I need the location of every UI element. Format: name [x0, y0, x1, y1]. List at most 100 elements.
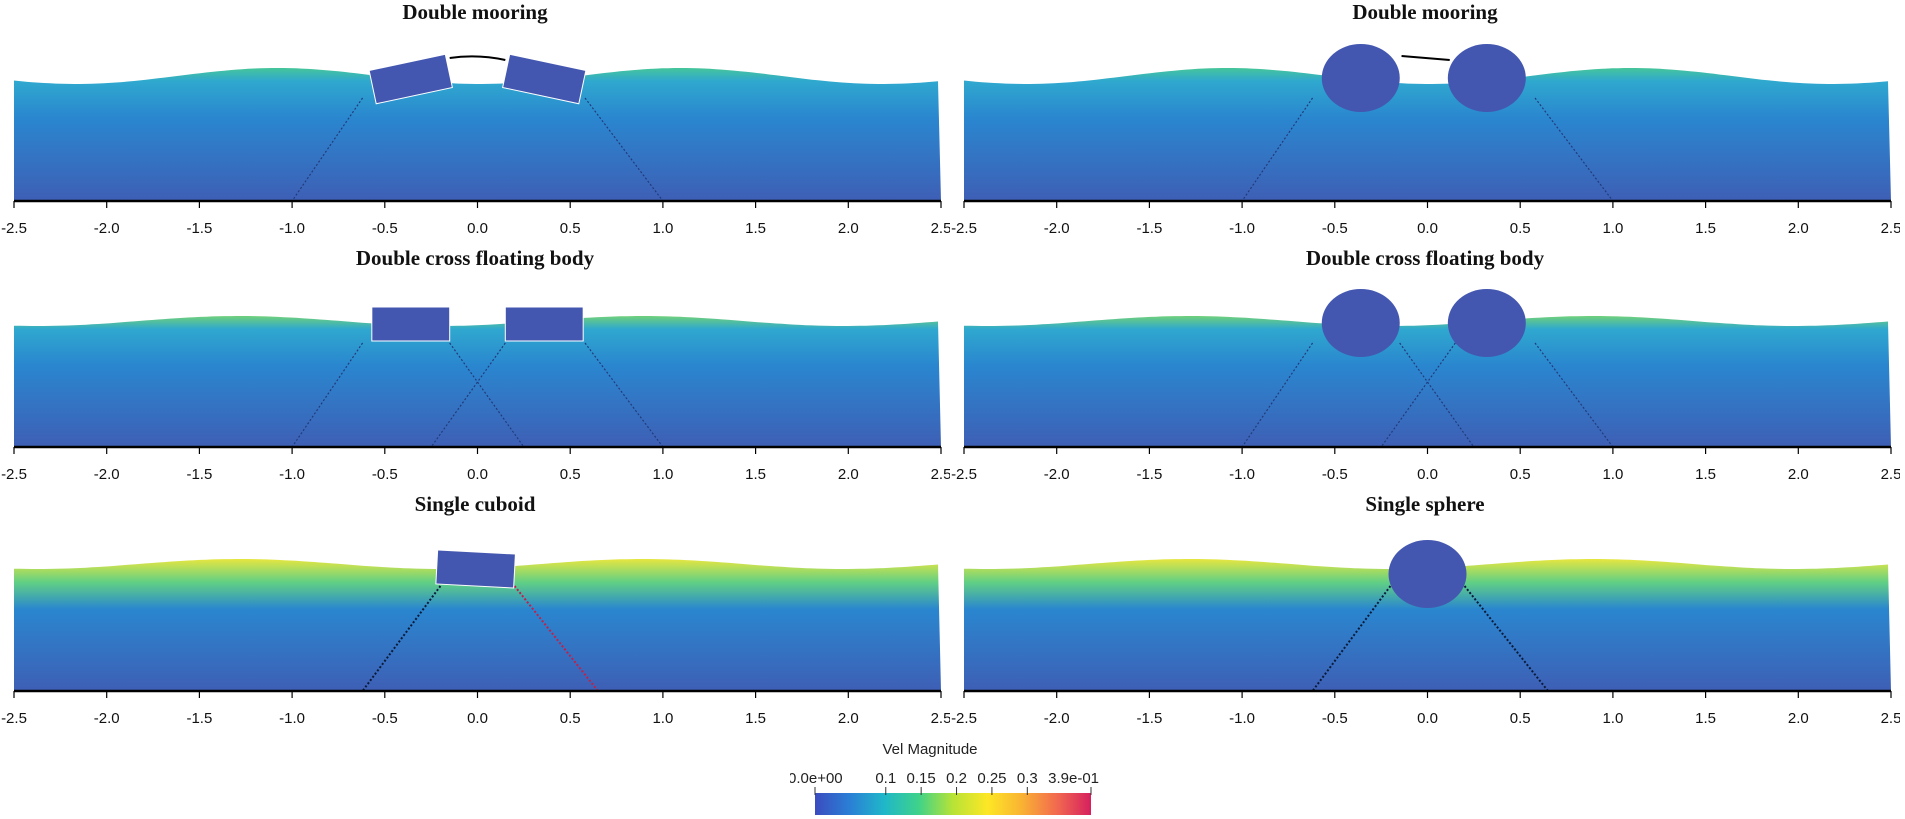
x-tick-label: 1.5 [745, 220, 766, 237]
x-tick-label: -1.5 [1136, 466, 1162, 483]
x-tick-label: -2.0 [1044, 710, 1070, 727]
x-tick-label: -1.0 [279, 466, 305, 483]
mooring-line [584, 342, 664, 448]
panel-title: Double cross floating body [355, 246, 595, 270]
colorbar-tick-label: 0.0e+00 [790, 770, 843, 787]
mooring-line [1399, 342, 1475, 448]
x-tick-label: -1.5 [186, 220, 212, 237]
mooring-line [1311, 585, 1392, 692]
x-tick-label: -1.0 [279, 710, 305, 727]
colorbar-graphic: 0.0e+00 0.1 0.15 0.2 0.25 0.3 3.9e-01 [790, 770, 1099, 815]
x-tick-label: 1.0 [652, 466, 673, 483]
x-tick-label: 1.0 [652, 710, 673, 727]
colorbar-tick-label: 0.1 [875, 770, 896, 787]
water-region [14, 316, 941, 447]
colorbar-tick-label: 3.9e-01 [1048, 770, 1099, 787]
colorbar: Vel Magnitude 0.0e+00 0.1 0.15 0.2 0.25 0.3 3.… [790, 741, 1100, 819]
x-tick-label: -2.5 [951, 220, 977, 237]
x-tick-label: 0.5 [560, 710, 581, 727]
connector-line [1401, 55, 1450, 61]
x-tick-label: -0.5 [372, 466, 398, 483]
panel-title: Double mooring [1352, 0, 1498, 24]
x-tick-label: -1.5 [1136, 710, 1162, 727]
x-tick-label: 0.0 [1417, 220, 1438, 237]
water-region [14, 559, 941, 691]
x-tick-label: 0.0 [467, 220, 488, 237]
mooring-line [449, 342, 525, 448]
x-tick-label: 0.0 [467, 710, 488, 727]
x-tick-label: 2.5 [931, 220, 950, 237]
x-tick-label: -2.0 [1044, 220, 1070, 237]
floating-cuboid [504, 306, 584, 342]
x-tick-label: 1.5 [745, 710, 766, 727]
floating-cuboid [435, 549, 516, 589]
x-tick-label: 2.5 [931, 710, 950, 727]
flow-plot: -2.5 -2.0 -1.5 -1.0 -0.5 0.0 0.5 1.0 1.5 2.0 2.5 [1, 306, 950, 483]
x-tick-label: -1.0 [1229, 220, 1255, 237]
water-region [964, 316, 1891, 447]
flow-plot: -2.5 -2.0 -1.5 -1.0 -0.5 0.0 0.5 1.0 1.5 2.0 2.5 [951, 540, 1900, 727]
colorbar-tick-label: 0.25 [977, 770, 1006, 787]
x-tick-label: 0.5 [1510, 220, 1531, 237]
mooring-line [1241, 342, 1314, 448]
panel-double-mooring-sphere: Double mooring -2.5 -2.0 -1.5 -1.0 -0.5 0.0 0.… [950, 0, 1900, 246]
x-tick-label: 2.0 [838, 466, 859, 483]
floating-sphere [1447, 44, 1526, 112]
panel-single-sphere: Single sphere -2.5 -2.0 -1.5 -1.0 -0.5 0.0 0.5… [950, 492, 1900, 738]
mooring-line [430, 342, 506, 448]
x-tick-label: -1.0 [279, 220, 305, 237]
x-tick-label: 2.0 [1788, 220, 1809, 237]
mooring-line [1534, 97, 1614, 202]
colorbar-tick-label: 0.15 [907, 770, 936, 787]
flow-plot: -2.5 -2.0 -1.5 -1.0 -0.5 0.0 0.5 1.0 1.5 2.0 2.5 [951, 289, 1900, 483]
panel-double-mooring-cuboid: Double mooring -2.5 -2.0 -1.5 -1.0 -0.5 0.0 0.… [0, 0, 950, 246]
mooring-line [361, 585, 442, 692]
panel-title: Single sphere [1365, 492, 1485, 516]
mooring-line [291, 97, 364, 202]
floating-sphere [1388, 540, 1467, 608]
colorbar-tick-label: 0.2 [946, 770, 967, 787]
x-tick-label: 0.0 [1417, 466, 1438, 483]
x-tick-label: 0.5 [560, 466, 581, 483]
x-tick-label: 0.5 [1510, 466, 1531, 483]
x-tick-label: -0.5 [1322, 710, 1348, 727]
mooring-line [1380, 342, 1456, 448]
x-tick-label: -1.0 [1229, 466, 1255, 483]
panel-title: Single cuboid [414, 492, 536, 516]
panel-title: Double cross floating body [1305, 246, 1545, 270]
x-tick-label: -1.5 [1136, 220, 1162, 237]
x-tick-label: 2.0 [838, 710, 859, 727]
x-tick-label: 1.0 [1602, 710, 1623, 727]
x-tick-label: 1.0 [1602, 220, 1623, 237]
x-tick-label: -2.0 [94, 220, 120, 237]
x-tick-label: 2.0 [838, 220, 859, 237]
x-tick-label: 2.0 [1788, 466, 1809, 483]
x-tick-label: -2.5 [1, 710, 27, 727]
mooring-line [1241, 97, 1314, 202]
x-tick-label: 1.0 [652, 220, 673, 237]
colorbar-gradient [815, 793, 1091, 815]
x-tick-label: -0.5 [1322, 466, 1348, 483]
x-tick-label: -2.5 [1, 466, 27, 483]
x-tick-label: 0.5 [560, 220, 581, 237]
water-region [964, 559, 1891, 691]
x-tick-label: 2.5 [1881, 466, 1900, 483]
flow-plot: -2.5 -2.0 -1.5 -1.0 -0.5 0.0 0.5 1.0 1.5 2.0 2.5 [951, 44, 1900, 237]
x-tick-label: -2.5 [1, 220, 27, 237]
x-tick-label: 1.5 [1695, 710, 1716, 727]
x-tick-label: -0.5 [372, 710, 398, 727]
panel-title: Double mooring [402, 0, 548, 24]
x-tick-label: -1.0 [1229, 710, 1255, 727]
floating-sphere [1321, 289, 1400, 357]
x-tick-label: -0.5 [1322, 220, 1348, 237]
mooring-line [1534, 342, 1614, 448]
colorbar-title: Vel Magnitude [882, 741, 978, 758]
x-tick-label: -2.5 [951, 710, 977, 727]
x-tick-label: 0.5 [1510, 710, 1531, 727]
water-region [14, 68, 941, 201]
flow-plot: -2.5 -2.0 -1.5 -1.0 -0.5 0.0 0.5 1.0 1.5 2.0 2.5 [1, 53, 950, 237]
x-tick-label: -0.5 [372, 220, 398, 237]
mooring-line [291, 342, 364, 448]
x-tick-label: 0.0 [467, 466, 488, 483]
x-tick-label: -2.0 [94, 710, 120, 727]
